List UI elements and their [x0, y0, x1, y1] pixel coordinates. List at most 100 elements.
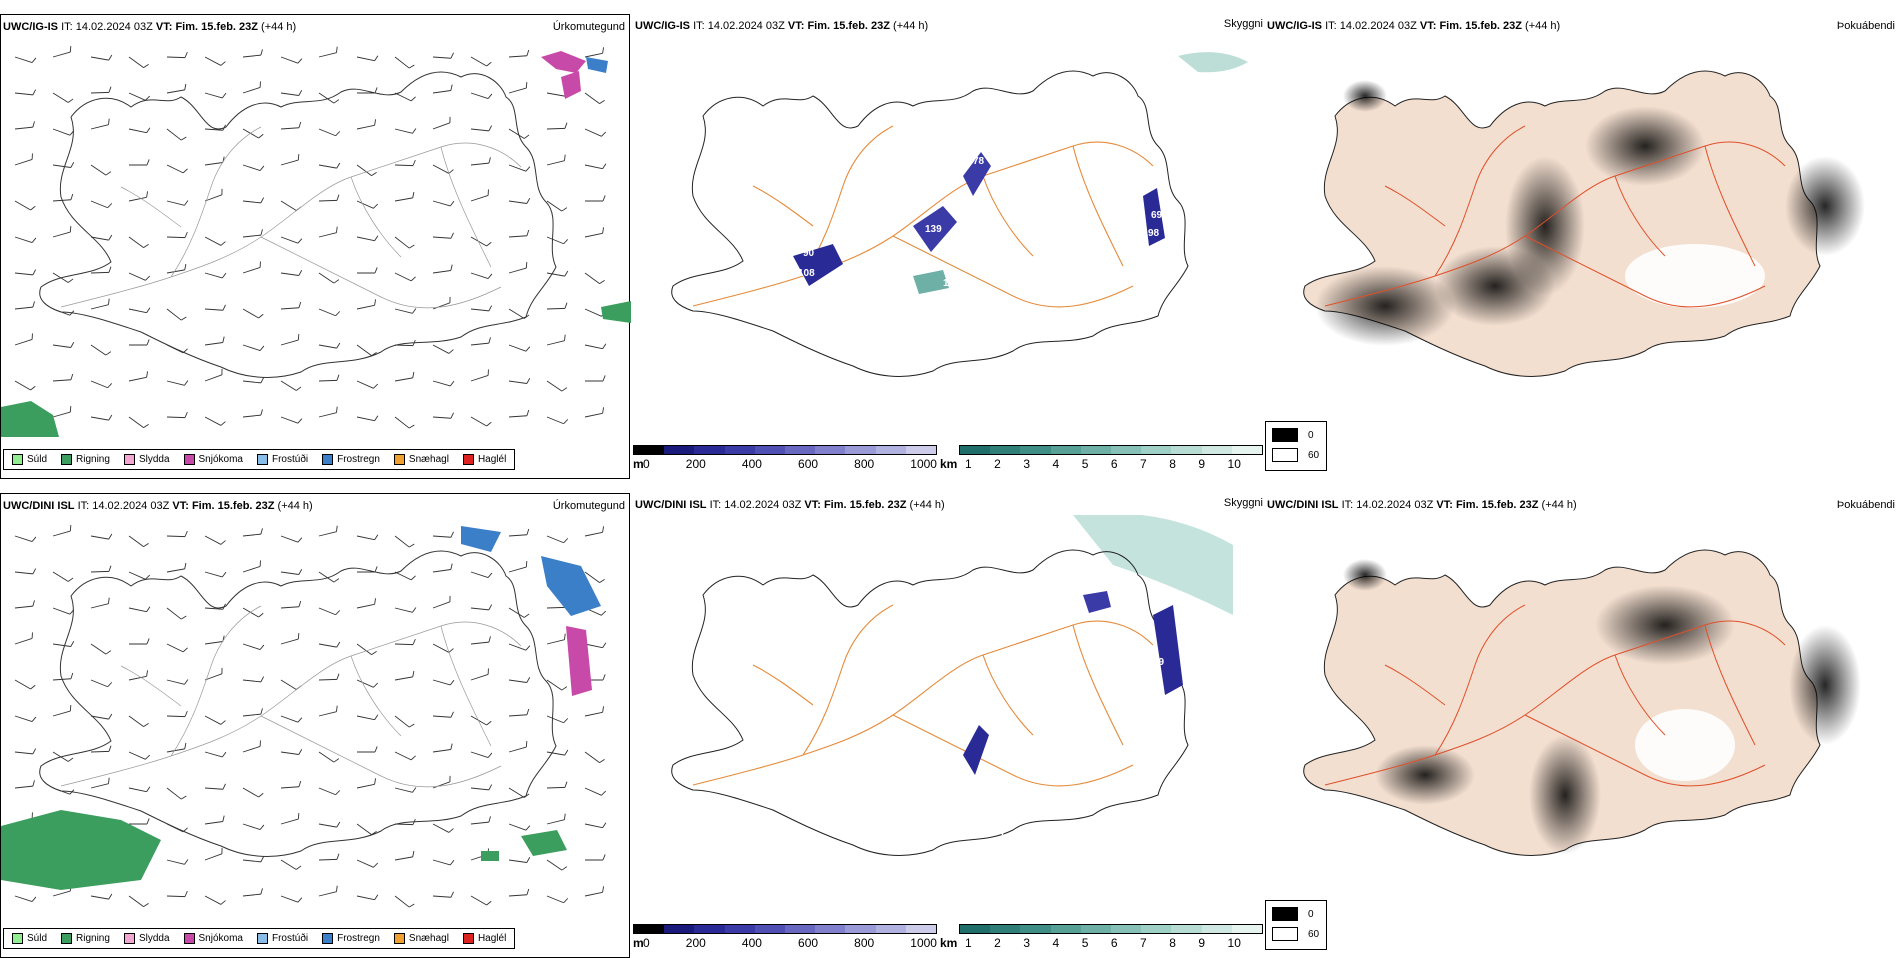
wind-barb — [205, 788, 223, 789]
wind-barb-feather — [565, 782, 567, 788]
scale-swatch — [815, 446, 845, 454]
wind-barb — [15, 57, 32, 63]
wind-barb — [91, 92, 109, 93]
wind-barb — [433, 345, 449, 353]
wind-barb — [53, 572, 68, 582]
wind-barb — [243, 415, 261, 417]
scale-swatch — [664, 925, 694, 933]
wind-barb — [243, 824, 260, 830]
wind-barb-feather — [296, 387, 301, 391]
wind-barb-feather — [223, 816, 224, 822]
wind-barb-feather — [259, 793, 264, 797]
wind-barb — [91, 201, 108, 208]
wind-barb-feather — [108, 383, 112, 387]
wind-barb — [319, 824, 337, 827]
wind-barb — [509, 608, 524, 618]
scale-swatch — [1081, 925, 1111, 933]
wind-barb — [205, 375, 222, 381]
wind-barb-feather — [337, 642, 340, 647]
wind-barb-feather — [336, 886, 337, 892]
legend-item: Rigning — [61, 454, 110, 465]
wind-barb — [319, 859, 337, 860]
wind-barb-feather — [373, 683, 377, 687]
scale-swatch — [1232, 925, 1262, 933]
wind-barb-feather — [526, 561, 527, 567]
wind-barb — [433, 716, 451, 717]
wind-barb-feather — [489, 126, 492, 131]
wind-barb-feather — [373, 863, 377, 867]
legend-item: Súld — [12, 454, 47, 465]
wind-barb-feather — [181, 137, 186, 140]
wind-barb — [433, 237, 451, 238]
wind-barb-feather — [603, 886, 604, 892]
wind-barb-feather — [409, 544, 414, 547]
wind-barb — [243, 235, 261, 237]
wind-barb-feather — [564, 814, 565, 820]
legend-item: Snjókoma — [184, 454, 243, 465]
wind-barb — [129, 608, 147, 612]
scale-tick: 3 — [1023, 936, 1030, 950]
wind-barb-feather — [298, 633, 299, 639]
wind-barb-feather — [600, 579, 605, 582]
wind-barb — [281, 607, 299, 608]
road-network — [61, 127, 521, 308]
wind-barb — [585, 129, 601, 136]
wind-barb-feather — [451, 85, 452, 91]
wind-barb — [509, 88, 526, 93]
wind-barb — [395, 536, 409, 547]
wind-barb-feather — [145, 755, 149, 759]
wind-barb-feather — [527, 378, 530, 383]
wind-barb — [91, 604, 108, 608]
legend-swatch — [184, 933, 195, 944]
wind-barb-feather — [261, 857, 264, 862]
wind-barb-feather — [109, 566, 111, 572]
scale-swatch — [906, 446, 936, 454]
wind-barb — [243, 534, 261, 536]
wind-barb-feather — [562, 388, 567, 391]
visibility-value-label: 29 — [1153, 657, 1165, 668]
scale-tick: 800 — [854, 936, 874, 950]
legend-item: Slydda — [124, 933, 170, 944]
wind-barb — [509, 895, 527, 896]
wind-barb — [319, 892, 336, 896]
wind-barb-feather — [109, 894, 112, 899]
wind-barb-feather — [32, 238, 36, 243]
wind-barb — [433, 896, 451, 897]
wind-barb-feather — [185, 264, 186, 270]
wind-barb-feather — [71, 162, 74, 167]
wind-barb-feather — [185, 52, 187, 58]
wind-barb — [433, 536, 451, 537]
wind-barb-feather — [109, 534, 112, 539]
wind-barb-feather — [108, 598, 109, 604]
legend-swatch — [61, 454, 72, 465]
wind-barb — [547, 820, 564, 824]
wind-barb-feather — [413, 160, 415, 166]
legend-swatch — [463, 933, 474, 944]
wind-barb-feather — [71, 374, 73, 380]
wind-barb — [547, 381, 562, 391]
wind-barb — [395, 309, 412, 313]
wind-barb-feather — [222, 273, 226, 278]
legend-swatch — [12, 933, 23, 944]
wind-barb — [471, 896, 487, 905]
iceland-outline — [40, 551, 556, 856]
wind-barb — [167, 270, 185, 273]
wind-barb-feather — [488, 573, 492, 578]
wind-barb — [471, 93, 488, 99]
legend-item: Snjókoma — [184, 933, 243, 944]
scale-swatch — [845, 925, 875, 933]
scale-swatch — [755, 446, 785, 454]
wind-barb-feather — [450, 860, 454, 865]
wind-barb — [319, 644, 337, 647]
wind-barb-feather — [449, 350, 454, 354]
legend-swatch — [257, 933, 268, 944]
wind-barb-feather — [68, 99, 73, 103]
wind-barb — [585, 892, 603, 896]
scale-tick: 3 — [1023, 457, 1030, 471]
scale-swatch — [990, 925, 1020, 933]
precip-type-panel-dini: UWC/DINI ISL IT: 14.02.2024 03Z VT: Fim.… — [0, 493, 630, 958]
wind-barb-feather — [375, 236, 378, 241]
wind-barb-feather — [603, 674, 605, 680]
wind-barb-feather — [106, 651, 111, 654]
